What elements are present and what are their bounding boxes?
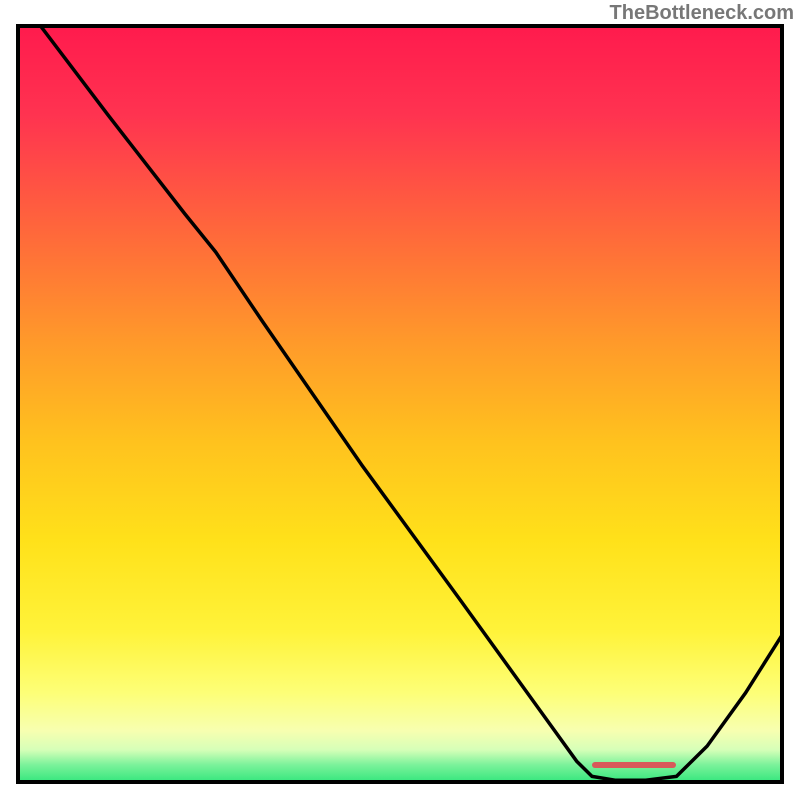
watermark-text: TheBottleneck.com (610, 2, 794, 25)
optimal-range-marker (592, 762, 676, 768)
chart-area (16, 24, 784, 784)
curve-line (16, 24, 784, 784)
